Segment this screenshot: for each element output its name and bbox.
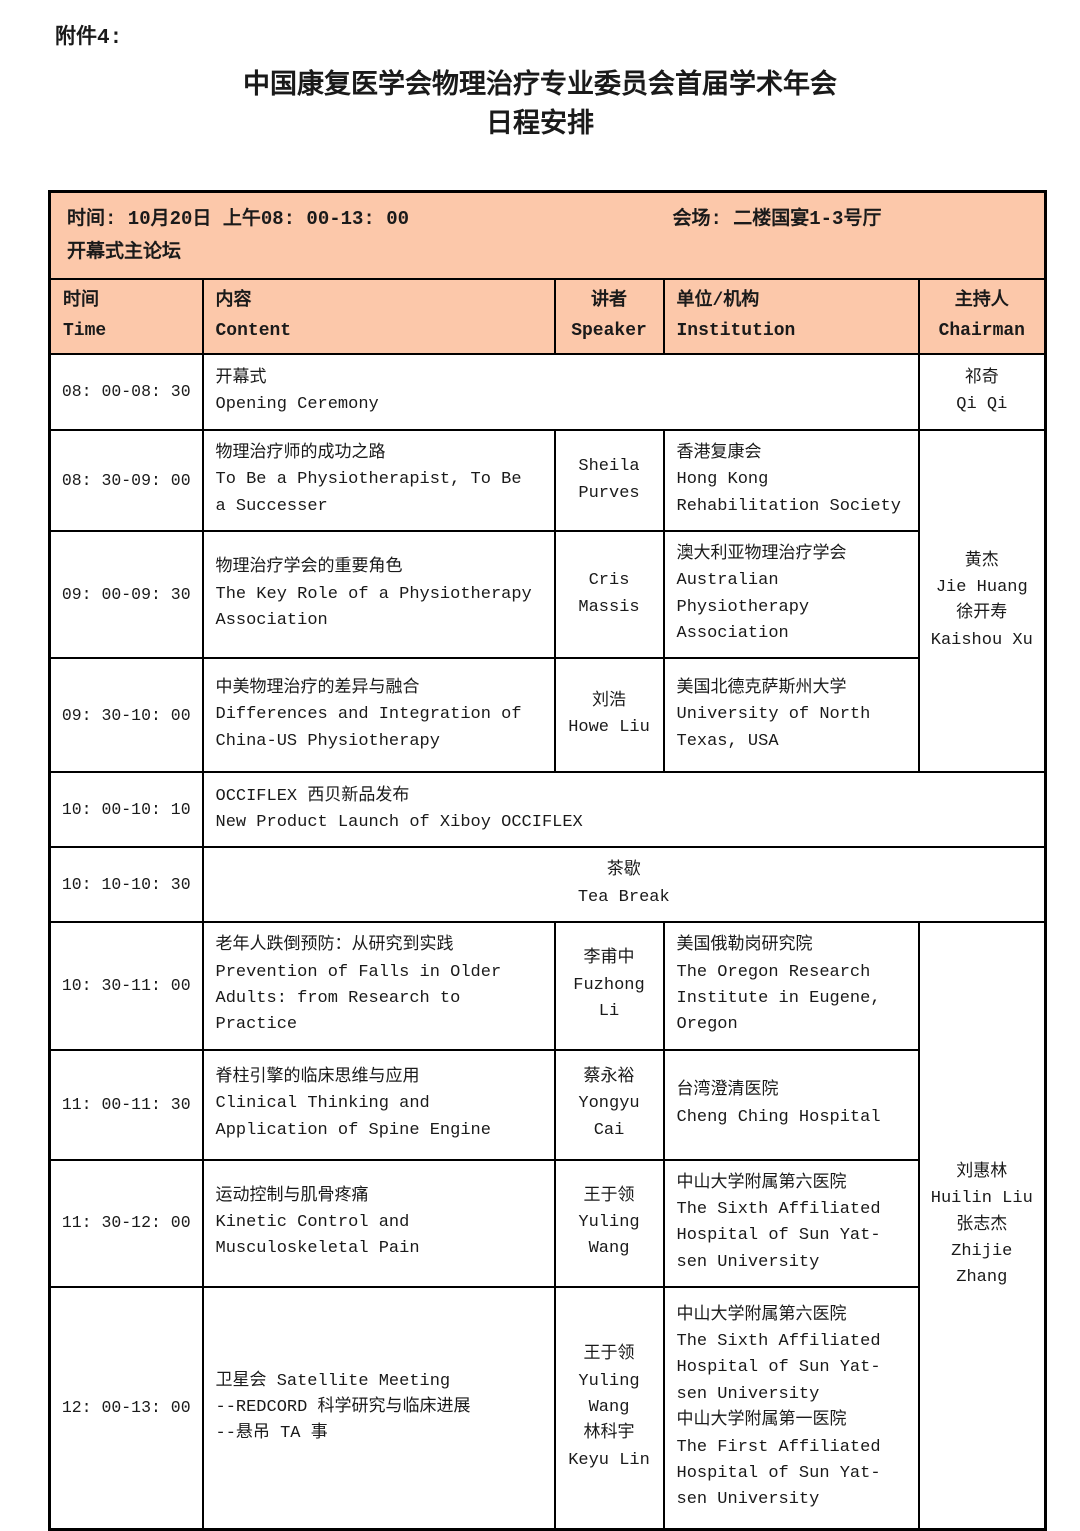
schedule-row-kinetic-control: 11: 30-12: 00 运动控制与肌骨疼痛 Kinetic Control …: [48, 1158, 1046, 1288]
schedule-row-falls-prevention: 10: 30-11: 00 老年人跌倒预防：从研究到实践 Prevention …: [48, 921, 1047, 1531]
content-cell: 卫星会 Satellite Meeting --REDCORD 科学研究与临床进…: [201, 1285, 556, 1531]
time-cell: 11: 00-11: 30: [48, 1048, 204, 1161]
institution-cell: 美国北德克萨斯州大学 University of North Texas, US…: [662, 657, 920, 774]
institution-cell: 美国俄勒岗研究院 The Oregon Research Institute i…: [662, 921, 920, 1051]
column-header-institution-en: Institution: [676, 321, 796, 342]
schedule-row-spine-engine: 11: 00-11: 30 脊柱引擎的临床思维与应用 Clinical Thin…: [48, 1048, 1046, 1161]
column-header-content-zh: 内容: [215, 290, 252, 311]
column-header-chairman-zh: 主持人: [954, 290, 1009, 311]
institution-cell: 台湾澄清医院 Cheng Ching Hospital: [662, 1048, 920, 1161]
banner-session-venue: 会场: 二楼国宴1-3号厅: [672, 208, 882, 231]
attachment-label: 附件4:: [55, 27, 123, 50]
chairman-cell: 刘惠林 Huilin Liu 张志杰 Zhijie Zhang: [917, 921, 1047, 1531]
speaker-cell: 李甫中 Fuzhong Li: [553, 921, 665, 1051]
time-cell: 10: 10-10: 30: [48, 846, 204, 924]
speaker-cell: Sheila Purves: [553, 429, 665, 533]
column-header-chairman-en: Chairman: [938, 321, 1025, 342]
schedule-row-physiotherapist: 08: 30-09: 00 物理治疗师的成功之路 To Be a Physiot…: [48, 429, 1047, 774]
column-header-institution-zh: 单位/机构: [676, 290, 760, 311]
session-banner: 时间: 10月20日 上午08: 00-13: 00 会场: 二楼国宴1-3号厅…: [48, 190, 1047, 280]
institution-cell: 澳大利亚物理治疗学会 Australian Physiotherapy Asso…: [662, 530, 920, 660]
schedule-table: 时间: 10月20日 上午08: 00-13: 00 会场: 二楼国宴1-3号厅…: [48, 190, 1048, 1531]
content-cell: 老年人跌倒预防：从研究到实践 Prevention of Falls in Ol…: [201, 921, 556, 1051]
chairman-cell: 祁奇 Qi Qi: [917, 353, 1047, 432]
time-cell: 09: 30-10: 00: [48, 657, 204, 774]
content-cell: 茶歇 Tea Break: [201, 846, 1047, 924]
column-header-time-en: Time: [63, 321, 107, 342]
schedule-row-occiflex: 10: 00-10: 10 OCCIFLEX 西贝新品发布 New Produc…: [48, 771, 1047, 849]
column-header-content-en: Content: [215, 321, 292, 342]
column-header-speaker-zh: 讲者: [591, 290, 627, 311]
session-banner-row: 时间: 10月20日 上午08: 00-13: 00 会场: 二楼国宴1-3号厅…: [48, 190, 1047, 280]
schedule-row-china-us: 09: 30-10: 00 中美物理治疗的差异与融合 Differences a…: [48, 657, 1046, 774]
time-cell: 08: 30-09: 00: [48, 429, 204, 533]
content-cell: 物理治疗师的成功之路 To Be a Physiotherapist, To B…: [201, 429, 556, 533]
banner-session-name: 开幕式主论坛: [67, 240, 182, 263]
column-header-time: 时间 Time: [48, 277, 204, 356]
page-subtitle: 日程安排: [486, 111, 594, 142]
time-cell: 10: 30-11: 00: [48, 921, 204, 1051]
schedule-row-key-role: 09: 00-09: 30 物理治疗学会的重要角色 The Key Role o…: [48, 530, 1046, 660]
content-cell: 中美物理治疗的差异与融合 Differences and Integration…: [201, 657, 556, 774]
schedule-row-opening: 08: 00-08: 30 开幕式 Opening Ceremony 祁奇 Qi…: [48, 353, 1047, 432]
column-header-speaker: 讲者 Speaker: [553, 277, 665, 356]
time-cell: 10: 00-10: 10: [48, 771, 204, 849]
time-cell: 09: 00-09: 30: [48, 530, 204, 660]
banner-session-time: 时间: 10月20日 上午08: 00-13: 00: [67, 208, 410, 231]
institution-cell: 中山大学附属第六医院 The Sixth Affiliated Hospital…: [662, 1285, 920, 1531]
chairman-cell: 黄杰 Jie Huang 徐开寿 Kaishou Xu: [917, 429, 1047, 774]
schedule-row-satellite-meeting: 12: 00-13: 00 卫星会 Satellite Meeting --RE…: [48, 1285, 1046, 1531]
content-cell: 运动控制与肌骨疼痛 Kinetic Control and Musculoske…: [201, 1158, 556, 1288]
time-cell: 12: 00-13: 00: [48, 1285, 204, 1531]
column-header-chairman: 主持人 Chairman: [917, 277, 1047, 356]
page-title: 中国康复医学会物理治疗专业委员会首届学术年会: [243, 72, 837, 102]
column-header-time-zh: 时间: [63, 290, 99, 311]
content-cell: OCCIFLEX 西贝新品发布 New Product Launch of Xi…: [201, 771, 1047, 849]
page-title-block: 中国康复医学会物理治疗专业委员会首届学术年会 日程安排: [0, 68, 1080, 146]
speaker-cell: 王于领 Yuling Wang 林科宇 Keyu Lin: [553, 1285, 665, 1531]
column-header-speaker-en: Speaker: [571, 321, 647, 342]
time-cell: 08: 00-08: 30: [48, 353, 204, 432]
column-header-row: 时间 Time 内容 Content 讲者 Speaker 单位/机构 Inst…: [48, 277, 1047, 356]
column-header-institution: 单位/机构 Institution: [662, 277, 920, 356]
column-header-content: 内容 Content: [201, 277, 556, 356]
speaker-cell: 刘浩 Howe Liu: [553, 657, 665, 774]
speaker-cell: 王于领 Yuling Wang: [553, 1158, 665, 1288]
speaker-cell: 蔡永裕 Yongyu Cai: [553, 1048, 665, 1161]
content-cell: 脊柱引擎的临床思维与应用 Clinical Thinking and Appli…: [201, 1048, 556, 1161]
time-cell: 11: 30-12: 00: [48, 1158, 204, 1288]
speaker-cell: Cris Massis: [553, 530, 665, 660]
schedule-row-tea-break: 10: 10-10: 30 茶歇 Tea Break: [48, 846, 1047, 924]
content-cell: 物理治疗学会的重要角色 The Key Role of a Physiother…: [201, 530, 556, 660]
content-cell: 开幕式 Opening Ceremony: [201, 353, 920, 432]
institution-cell: 香港复康会 Hong Kong Rehabilitation Society: [662, 429, 920, 533]
institution-cell: 中山大学附属第六医院 The Sixth Affiliated Hospital…: [662, 1158, 920, 1288]
